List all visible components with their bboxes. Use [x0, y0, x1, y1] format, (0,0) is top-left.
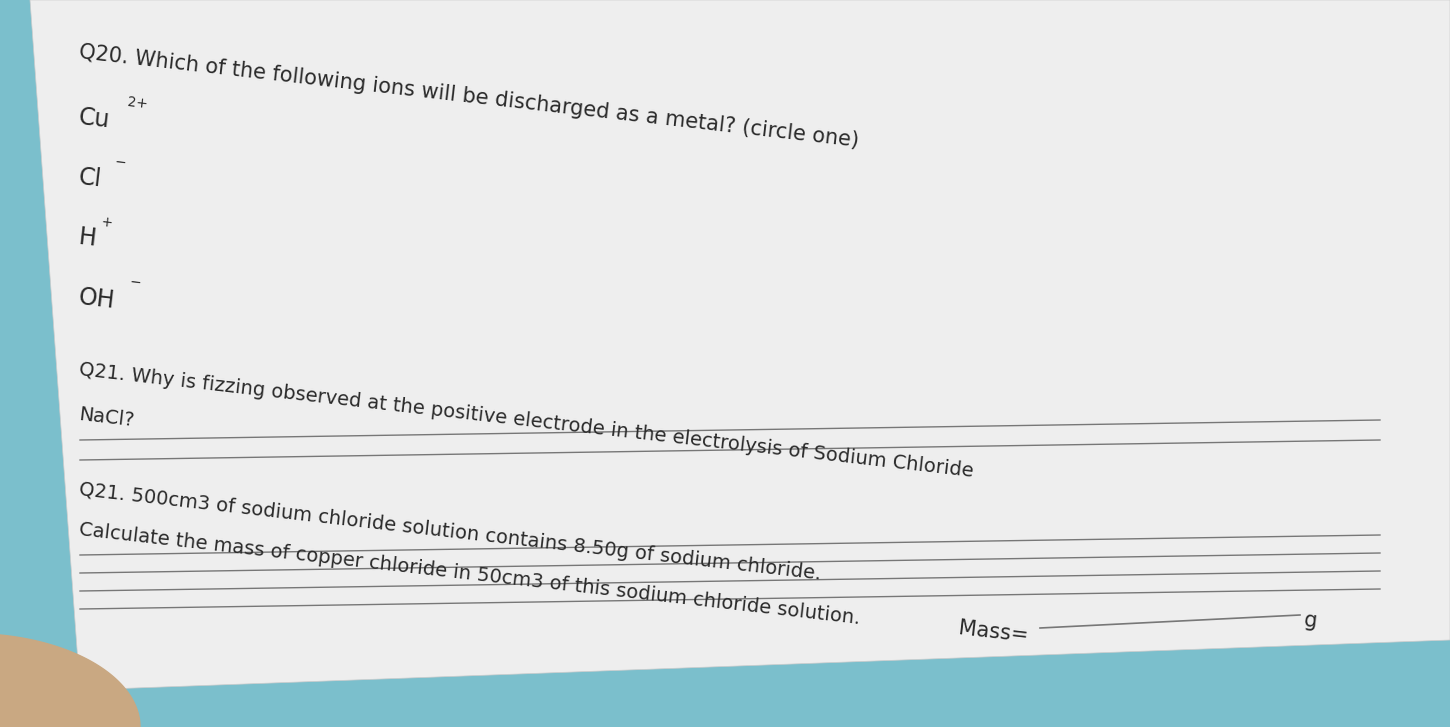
- Text: Q21. Why is fizzing observed at the positive electrode in the electrolysis of So: Q21. Why is fizzing observed at the posi…: [78, 360, 974, 481]
- Text: −: −: [113, 155, 126, 170]
- Text: Cl: Cl: [77, 165, 103, 191]
- Polygon shape: [30, 0, 1450, 690]
- Text: Mass=: Mass=: [958, 618, 1037, 646]
- Text: Calculate the mass of copper chloride in 50cm3 of this sodium chloride solution.: Calculate the mass of copper chloride in…: [78, 520, 861, 628]
- Bar: [0, 610, 1450, 727]
- Text: NaCl?: NaCl?: [78, 405, 135, 430]
- Text: Q21. 500cm3 of sodium chloride solution contains 8.50g of sodium chloride.: Q21. 500cm3 of sodium chloride solution …: [78, 480, 822, 583]
- Text: Q20. Which of the following ions will be discharged as a metal? (circle one): Q20. Which of the following ions will be…: [78, 42, 860, 150]
- Polygon shape: [0, 633, 141, 727]
- Text: 2+: 2+: [126, 95, 148, 111]
- Text: +: +: [100, 215, 113, 230]
- Text: −: −: [129, 275, 142, 290]
- Text: Cu: Cu: [77, 105, 112, 132]
- Text: g: g: [1302, 610, 1318, 631]
- Text: OH: OH: [77, 285, 116, 313]
- Text: H: H: [77, 225, 97, 251]
